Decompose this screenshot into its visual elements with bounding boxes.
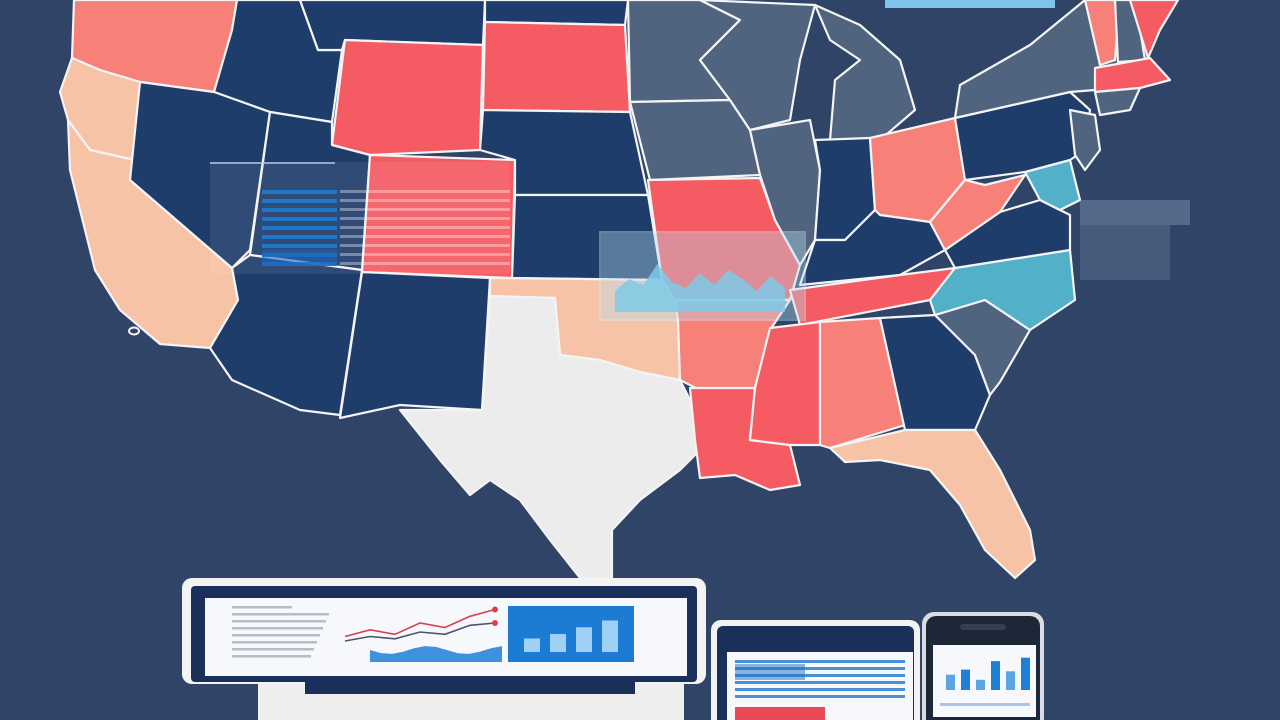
text-line <box>232 634 320 637</box>
laptop-bar <box>576 627 592 652</box>
light-stripe <box>340 190 510 193</box>
blue-stripe <box>262 190 337 194</box>
data-stripes-overlay <box>210 162 510 274</box>
tablet-row <box>735 688 905 691</box>
state-ma <box>1093 56 1172 94</box>
laptop-area-wave <box>370 646 502 662</box>
light-stripe <box>340 208 510 211</box>
light-stripe <box>340 226 510 229</box>
blue-stripe <box>262 217 337 221</box>
phone-caption-line <box>940 703 1030 706</box>
tablet-highlight <box>735 664 805 680</box>
state-me <box>1128 0 1180 60</box>
laptop-line-end-dot <box>492 620 498 626</box>
text-line <box>232 648 314 651</box>
laptop-line-end-dot <box>492 606 498 613</box>
phone-speaker <box>960 624 1006 630</box>
blue-block <box>262 250 337 266</box>
light-stripe <box>340 199 510 202</box>
text-line <box>232 641 317 644</box>
state-il <box>748 118 822 267</box>
tablet-row <box>735 674 905 677</box>
laptop-bar <box>524 638 540 652</box>
light-stripe <box>340 253 510 256</box>
state-tx <box>398 294 702 580</box>
phone <box>922 612 1044 720</box>
blue-stripe <box>262 208 337 212</box>
phone-bar <box>976 679 985 690</box>
blue-stripe <box>262 199 337 203</box>
laptop <box>182 578 706 720</box>
tablet <box>711 620 920 720</box>
phone-bar <box>946 674 955 690</box>
tablet-data-rows <box>735 660 905 698</box>
state-ct <box>1093 86 1142 117</box>
laptop-line-line_series_b <box>344 622 496 642</box>
laptop-bar <box>550 634 566 652</box>
tablet-row <box>735 695 905 698</box>
text-line <box>232 613 329 616</box>
phone-bar-chart <box>946 657 1030 690</box>
laptop-line-chart <box>344 606 498 642</box>
text-line <box>232 655 311 658</box>
light-stripe <box>340 235 510 238</box>
top-banner <box>885 0 1055 8</box>
laptop-text-lines <box>232 606 329 658</box>
island <box>128 326 140 336</box>
state-sd <box>481 20 632 114</box>
text-line <box>232 606 292 609</box>
state-nm <box>338 270 492 420</box>
state-nd <box>483 0 630 27</box>
blue-stripe <box>262 244 337 248</box>
text-line <box>232 627 323 630</box>
laptop-bar <box>602 620 618 652</box>
light-stripe <box>340 262 510 265</box>
phone-bar <box>1006 671 1015 690</box>
text-line <box>232 620 326 623</box>
state-fl <box>828 428 1037 580</box>
tablet-row <box>735 660 905 663</box>
light-stripe <box>340 217 510 220</box>
laptop-keyboard-edge <box>305 682 635 694</box>
phone-bar <box>1021 657 1030 690</box>
state-al <box>818 316 907 450</box>
area-chart-overlay <box>599 231 806 321</box>
state-vt <box>1083 0 1122 67</box>
tablet-row <box>735 681 905 684</box>
laptop-bar-chart <box>524 620 618 652</box>
tablet-row <box>735 667 905 670</box>
light-stripe <box>340 244 510 247</box>
phone-bar <box>991 661 1000 690</box>
state-wy <box>330 38 485 157</box>
blue-stripe <box>262 235 337 239</box>
phone-bar <box>961 669 970 690</box>
right-glass-panel <box>1080 200 1190 280</box>
tablet-red-block <box>735 707 825 720</box>
state-nj <box>1068 108 1102 172</box>
laptop-line-line_series_a <box>344 608 496 638</box>
us-map <box>58 0 1180 580</box>
blue-stripe <box>262 226 337 230</box>
